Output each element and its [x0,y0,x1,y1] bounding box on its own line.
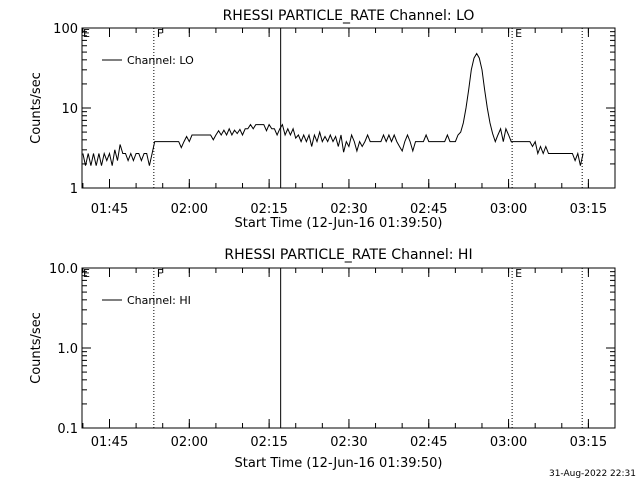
chart-title: RHESSI PARTICLE_RATE Channel: HI [224,247,472,263]
event-marker-label: F [157,267,163,280]
x-tick-label: 02:00 [171,435,208,450]
x-tick-label: 01:45 [91,435,128,450]
y-axis-label: Counts/sec [29,312,44,384]
x-tick-label: 02:15 [250,435,287,450]
x-tick-label: 01:45 [91,202,128,217]
x-tick-label: 03:00 [490,435,527,450]
x-tick-label: 02:30 [330,202,367,217]
x-tick-label: 03:15 [570,435,607,450]
event-marker-label: E [83,27,90,40]
plot-frame [81,27,616,189]
footer-timestamp: 31-Aug-2022 22:31 [549,469,636,479]
x-tick-label: 02:45 [410,202,447,217]
event-marker-label: F [157,27,163,40]
x-tick-label: 02:30 [330,435,367,450]
legend-label: Channel: LO [127,54,194,67]
y-tick-label: 10 [61,102,78,117]
y-tick-label: 0.1 [57,422,78,437]
plot-frame [81,267,616,429]
y-tick-label: 100 [53,22,78,37]
x-tick-label: 02:15 [250,202,287,217]
event-marker-label: E [83,267,90,280]
x-axis-label: Start Time (12-Jun-16 01:39:50) [235,216,443,231]
x-tick-label: 03:00 [490,202,527,217]
x-axis-label: Start Time (12-Jun-16 01:39:50) [235,456,443,471]
hi-channel-panel: RHESSI PARTICLE_RATE Channel: HI 0.1 1.0 10… [29,247,616,471]
y-tick-label: 10.0 [49,262,78,277]
event-marker-label: E [515,267,522,280]
chart-title: RHESSI PARTICLE_RATE Channel: LO [223,8,475,24]
y-axis-label: Counts/sec [29,72,44,144]
legend-label: Channel: HI [127,294,191,307]
y-tick-label: 1.0 [57,342,78,357]
event-marker-label: E [515,27,522,40]
series-line [82,52,584,166]
x-tick-label: 02:45 [410,435,447,450]
y-tick-label: 1 [70,182,78,197]
x-tick-label: 02:00 [171,202,208,217]
x-tick-label: 03:15 [570,202,607,217]
lo-channel-panel: RHESSI PARTICLE_RATE Channel: LO 1 10 100 01… [29,8,616,231]
